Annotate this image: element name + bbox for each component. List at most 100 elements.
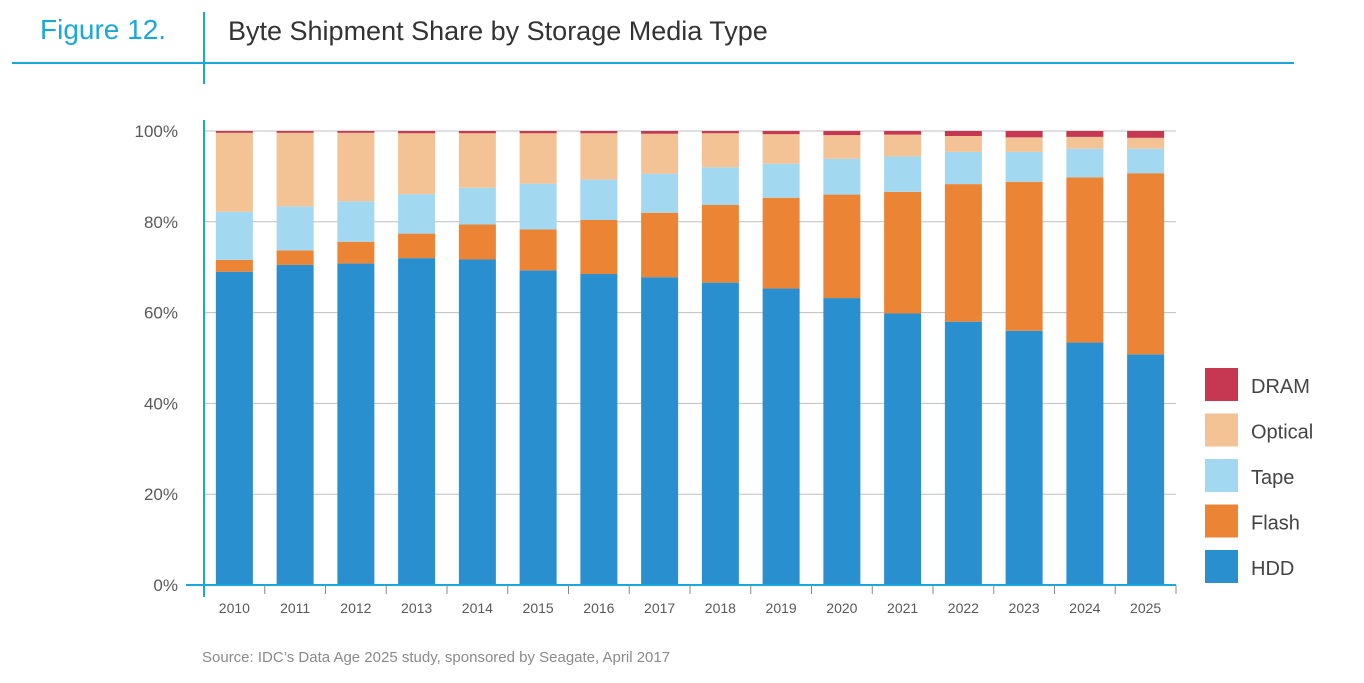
bar-segment-tape-2011	[276, 206, 314, 251]
figure-label: Figure 12.	[40, 14, 167, 45]
bar-segment-tape-2015	[519, 183, 557, 230]
bar-segment-tape-2016	[580, 179, 618, 220]
bar-segment-dram-2020	[823, 131, 861, 136]
legend-label-tape: Tape	[1251, 467, 1294, 489]
bar-segment-optical-2019	[762, 134, 800, 164]
bar-segment-dram-2016	[580, 131, 618, 134]
bar-segment-optical-2013	[398, 133, 436, 195]
bar-segment-flash-2016	[580, 219, 618, 275]
bar-segment-optical-2025	[1127, 137, 1165, 149]
bar-segment-hdd-2012	[337, 263, 375, 585]
x-tick-label: 2017	[644, 600, 675, 616]
bar-segment-dram-2013	[398, 131, 436, 134]
x-tick-label: 2018	[705, 600, 736, 616]
bar-segment-optical-2011	[276, 132, 314, 207]
legend-swatch-tape	[1205, 459, 1238, 492]
title-divider	[203, 12, 205, 84]
bar-segment-tape-2019	[762, 163, 800, 198]
x-tick-label: 2025	[1130, 600, 1161, 616]
legend-swatch-flash	[1205, 504, 1238, 538]
bar-segment-hdd-2016	[580, 274, 618, 585]
bar-segment-optical-2022	[944, 135, 982, 152]
source-note: Source: IDC’s Data Age 2025 study, spons…	[202, 649, 671, 666]
bar-segment-dram-2023	[1005, 131, 1043, 138]
bar-segment-hdd-2023	[1005, 330, 1043, 585]
bar-segment-flash-2015	[519, 229, 557, 271]
x-tick-label: 2015	[523, 600, 554, 616]
legend-label-hdd: HDD	[1251, 558, 1294, 580]
bar-segment-optical-2024	[1066, 136, 1104, 149]
bar-segment-flash-2025	[1127, 173, 1165, 355]
legend-swatch-hdd	[1205, 550, 1238, 583]
figure-title: Byte Shipment Share by Storage Media Typ…	[228, 16, 768, 46]
bar-segment-dram-2012	[337, 131, 375, 133]
x-tick-label: 2010	[219, 600, 250, 616]
bar-segment-flash-2020	[823, 194, 861, 299]
header-rule	[12, 62, 1294, 64]
x-tick-label: 2021	[887, 600, 918, 616]
x-tick-label: 2020	[826, 600, 857, 616]
bar-segment-tape-2023	[1005, 151, 1043, 182]
bar-segment-tape-2024	[1066, 148, 1104, 178]
axes: 0% 20% 40% 60% 80% 100% 2010 2011 2012 2013 2014 20…	[135, 120, 1177, 616]
x-tick-label: 2019	[766, 600, 797, 616]
bar-segment-hdd-2017	[641, 277, 679, 585]
bar-segment-optical-2015	[519, 133, 557, 184]
bar-segment-tape-2010	[215, 211, 253, 260]
bar-segment-flash-2022	[944, 184, 982, 322]
bar-segment-tape-2013	[398, 194, 436, 234]
bar-segment-hdd-2011	[276, 264, 314, 585]
bar-segment-flash-2023	[1005, 181, 1043, 331]
bar-segment-dram-2010	[215, 131, 253, 133]
bar-segment-flash-2010	[215, 259, 253, 272]
bar-segment-hdd-2021	[884, 313, 922, 585]
bar-segment-optical-2017	[641, 133, 679, 174]
bar-segment-optical-2012	[337, 132, 375, 202]
bar-segment-flash-2018	[701, 205, 739, 283]
legend-label-flash: Flash	[1251, 513, 1300, 535]
bar-segment-hdd-2010	[215, 271, 253, 585]
bar-segment-dram-2011	[276, 131, 314, 133]
x-tick-label: 2011	[280, 600, 310, 616]
legend-label-dram: DRAM	[1251, 376, 1310, 398]
bar-segment-tape-2012	[337, 201, 375, 242]
y-tick-label: 60%	[144, 304, 178, 323]
bar-segment-hdd-2015	[519, 270, 557, 585]
bar-segment-flash-2024	[1066, 177, 1104, 343]
bar-segment-dram-2024	[1066, 131, 1104, 137]
bar-segment-optical-2016	[580, 133, 618, 180]
bar-segment-flash-2017	[641, 212, 679, 278]
y-tick-label: 40%	[144, 394, 178, 413]
bar-segment-tape-2017	[641, 173, 679, 213]
bar-segment-tape-2014	[458, 187, 496, 225]
bar-segment-flash-2013	[398, 233, 436, 259]
bar-segment-dram-2018	[701, 131, 739, 134]
bar-segment-hdd-2014	[458, 259, 496, 585]
bar-segment-hdd-2019	[762, 288, 800, 585]
legend-swatch-optical	[1205, 413, 1238, 447]
bar-segment-optical-2010	[215, 132, 253, 212]
bar-segment-flash-2014	[458, 224, 496, 260]
bar-segment-hdd-2018	[701, 282, 739, 585]
bar-segment-tape-2021	[884, 156, 922, 192]
bar-segment-optical-2014	[458, 133, 496, 188]
x-tick-label: 2012	[340, 600, 371, 616]
bar-segment-tape-2025	[1127, 148, 1165, 174]
bar-segment-optical-2023	[1005, 137, 1043, 152]
bar-segment-flash-2019	[762, 197, 800, 289]
bar-segment-dram-2015	[519, 131, 557, 134]
bar-segment-dram-2019	[762, 131, 800, 135]
y-tick-label: 100%	[135, 122, 178, 141]
bar-segment-hdd-2025	[1127, 354, 1165, 585]
x-tick-label: 2024	[1069, 600, 1100, 616]
bar-segment-flash-2021	[884, 191, 922, 314]
x-tick-label: 2014	[462, 600, 493, 616]
bar-segment-hdd-2013	[398, 258, 436, 585]
bar-segment-tape-2022	[944, 151, 982, 185]
bars	[215, 131, 1165, 585]
bar-segment-tape-2020	[823, 158, 861, 195]
bar-segment-dram-2025	[1127, 131, 1165, 138]
legend-swatch-dram	[1205, 368, 1238, 401]
bar-segment-hdd-2020	[823, 298, 861, 585]
